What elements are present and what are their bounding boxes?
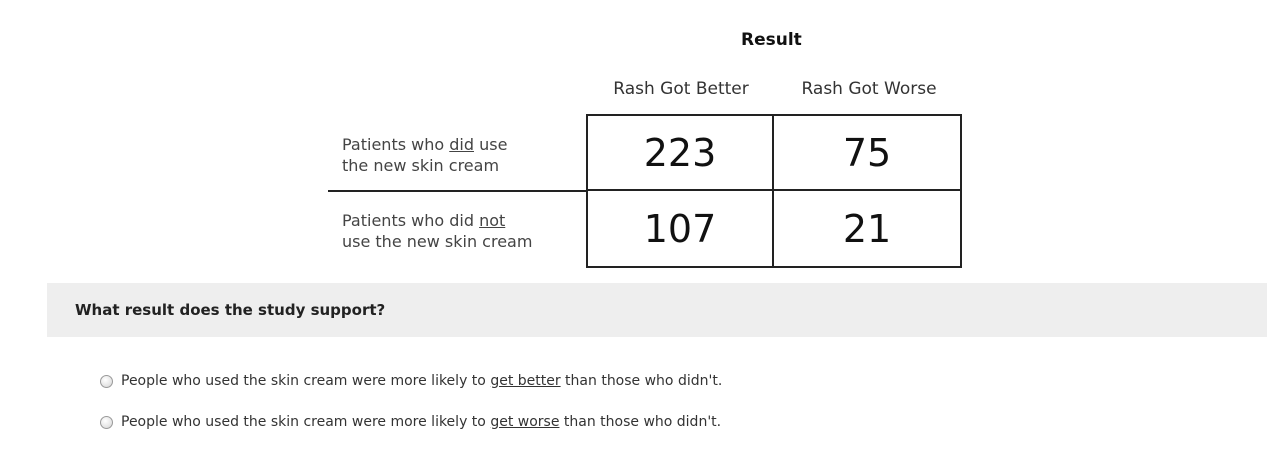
row-label-used-cream: Patients who did use the new skin cream — [342, 134, 507, 176]
row-label-line2: the new skin cream — [342, 156, 500, 175]
option-text[interactable]: People who used the skin cream were more… — [121, 373, 723, 389]
column-header-better: Rash Got Better — [613, 79, 749, 99]
row-label-did-not-use-cream: Patients who did not use the new skin cr… — [342, 210, 532, 252]
row-divider — [328, 190, 588, 192]
emphasis-not: not — [479, 211, 506, 230]
column-header-worse: Rash Got Worse — [801, 79, 937, 99]
cell-used-better: 223 — [588, 116, 774, 191]
option-get-worse[interactable]: People who used the skin cream were more… — [100, 414, 721, 430]
row-label-line1: Patients who did not — [342, 211, 506, 230]
row-label-line2: use the new skin cream — [342, 232, 533, 251]
question-bar: What result does the study support? — [47, 283, 1267, 337]
results-table: 223 75 107 21 — [586, 114, 962, 268]
emphasis-did: did — [449, 135, 474, 154]
cell-used-worse: 75 — [774, 116, 960, 191]
radio-get-worse[interactable] — [100, 415, 113, 429]
option-get-better[interactable]: People who used the skin cream were more… — [100, 373, 722, 389]
row-label-line1: Patients who did use — [342, 135, 508, 154]
cell-notused-better: 107 — [588, 191, 774, 266]
question-text: What result does the study support? — [75, 301, 386, 319]
cell-notused-worse: 21 — [842, 206, 892, 251]
option-text[interactable]: People who used the skin cream were more… — [121, 414, 722, 430]
result-heading: Result — [741, 30, 802, 50]
radio-get-better[interactable] — [100, 374, 113, 388]
